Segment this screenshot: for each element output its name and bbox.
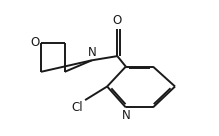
Text: O: O	[30, 36, 39, 49]
Text: N: N	[88, 46, 97, 59]
Text: Cl: Cl	[72, 101, 83, 114]
Text: N: N	[122, 109, 131, 122]
Text: O: O	[113, 14, 122, 27]
